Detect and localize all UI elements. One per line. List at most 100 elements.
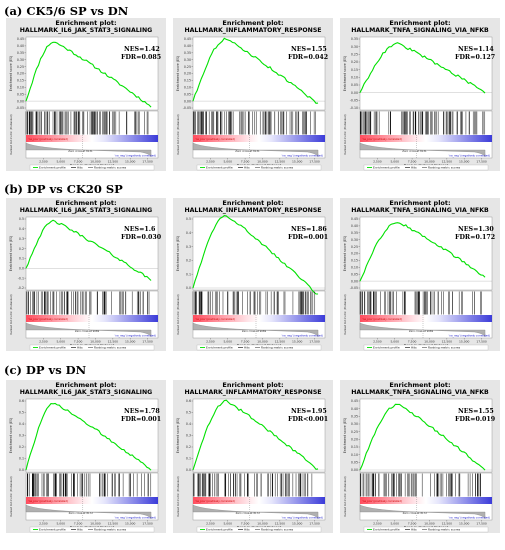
plot-gene-set-title: HALLMARK_TNFA_SIGNALING_VIA_NFKB xyxy=(351,389,489,396)
y-tick-label: 0.30 xyxy=(351,45,358,49)
ranked-metric-area xyxy=(359,142,486,158)
y-tick-label: -0.05 xyxy=(350,286,358,290)
enrichment-plot-svg: Enrichment plot:HALLMARK_TNFA_SIGNALING_… xyxy=(343,381,495,533)
x-tick-label: 15,000 xyxy=(459,340,470,344)
legend-metric-label: Ranking metric scores xyxy=(428,528,461,532)
enrichment-profile-line xyxy=(25,402,152,471)
y-tick-label: 0.25 xyxy=(17,65,24,69)
y-tick-label: 0.40 xyxy=(351,407,358,411)
section-title-b: (b) DP vs CK20 SP xyxy=(4,182,123,196)
zero-cross-label: Zero cross at 8131 xyxy=(235,149,260,153)
legend-hits-label: Hits xyxy=(244,166,250,170)
zero-cross-label: Zero cross at 8172 xyxy=(69,511,94,515)
y-tick-label: 0.30 xyxy=(184,58,191,62)
y-tick-label: -0.05 xyxy=(183,106,191,110)
positive-correlation-label: 'na_pos' (positively correlated) xyxy=(362,499,402,503)
y-tick-label: 0.25 xyxy=(351,430,358,434)
y-tick-label: 0.25 xyxy=(184,65,191,69)
nes-label: NES=1.42 xyxy=(124,46,160,53)
nes-label: NES=1.78 xyxy=(124,408,160,415)
legend-metric-label: Ranking metric scores xyxy=(428,346,461,350)
legend-profile-label: Enrichment profile xyxy=(373,346,400,350)
x-tick-label: 7,500 xyxy=(74,522,83,526)
nes-label: NES=1.6 xyxy=(124,226,156,233)
x-tick-label: 15,000 xyxy=(459,522,470,526)
x-tick-label: 12,500 xyxy=(275,340,286,344)
fdr-label: FDR=0.001 xyxy=(288,234,328,241)
plot-heading: Enrichment plot: xyxy=(389,199,450,207)
y-tick-label: 0.2 xyxy=(186,445,191,449)
fdr-label: FDR=0.019 xyxy=(455,416,495,423)
x-tick-label: 12,500 xyxy=(442,160,453,164)
rank-color-band xyxy=(360,315,492,322)
x-tick-label: 7,500 xyxy=(241,522,250,526)
ranked-metric-area xyxy=(192,142,319,158)
negative-correlation-label: 'na_neg' (negatively correlated) xyxy=(115,154,156,158)
legend-metric-label: Ranking metric scores xyxy=(94,528,127,532)
x-tick-label: 12,500 xyxy=(108,522,119,526)
x-tick-label: 10,000 xyxy=(424,522,435,526)
x-tick-label: 5,000 xyxy=(390,522,399,526)
legend-metric-label: Ranking metric scores xyxy=(94,346,127,350)
legend-hits-label: Hits xyxy=(411,346,417,350)
enrichment-plot-svg: Enrichment plot:HALLMARK_TNFA_SIGNALING_… xyxy=(343,199,495,351)
x-tick-label: 15,000 xyxy=(292,160,303,164)
x-tick-label: 10,000 xyxy=(257,160,268,164)
x-tick-label: 10,000 xyxy=(90,160,101,164)
enrichment-profile-line xyxy=(192,399,319,471)
x-tick-label: 12,500 xyxy=(442,522,453,526)
fdr-label: FDR=0.127 xyxy=(455,54,495,61)
es-plot-area xyxy=(192,36,326,111)
y-tick-label: 0.10 xyxy=(351,76,358,80)
enrichment-plot-panel: Enrichment plot: HALLMARK_IL6_JAK_STAT3_S… xyxy=(6,198,166,351)
y-tick-label: 0.10 xyxy=(351,453,358,457)
x-tick-label: 7,500 xyxy=(408,522,417,526)
x-tick-label: 7,500 xyxy=(241,160,250,164)
positive-correlation-label: 'na_pos' (positively correlated) xyxy=(195,499,235,503)
rank-color-band xyxy=(193,135,325,142)
x-tick-label: 17,500 xyxy=(309,160,320,164)
y-tick-label: 0.35 xyxy=(184,51,191,55)
x-tick-label: 17,500 xyxy=(142,340,153,344)
fdr-label: FDR=0.001 xyxy=(121,416,161,423)
y-tick-label: 0.15 xyxy=(351,259,358,263)
negative-correlation-label: 'na_neg' (negatively correlated) xyxy=(449,154,490,158)
x-tick-label: 2,500 xyxy=(206,160,215,164)
x-tick-label: 5,000 xyxy=(56,160,65,164)
y-tick-label: 0.05 xyxy=(351,272,358,276)
y-axis-label: Enrichment score (ES) xyxy=(9,236,13,271)
metric-axis-label: Ranked list metric (PreRanked) xyxy=(176,114,180,154)
enrichment-plot-panel: Enrichment plot: HALLMARK_INFLAMMATORY_RE… xyxy=(173,18,333,171)
plot-heading: Enrichment plot: xyxy=(55,199,116,207)
es-plot-area xyxy=(192,216,326,291)
negative-correlation-label: 'na_neg' (negatively correlated) xyxy=(449,516,490,520)
metric-axis-label: Ranked list metric (PreRanked) xyxy=(343,114,347,154)
enrichment-plot-panel: Enrichment plot: HALLMARK_TNFA_SIGNALING_… xyxy=(340,198,500,351)
y-tick-label: 0.15 xyxy=(351,68,358,72)
rank-color-band xyxy=(26,135,158,142)
y-tick-label: -0.05 xyxy=(16,106,24,110)
legend-profile-label: Enrichment profile xyxy=(373,166,400,170)
x-tick-label: 15,000 xyxy=(125,522,136,526)
metric-axis-label: Ranked list metric (PreRanked) xyxy=(176,294,180,334)
enrichment-plot-svg: Enrichment plot:HALLMARK_TNFA_SIGNALING_… xyxy=(343,19,495,171)
es-plot-area xyxy=(25,36,159,111)
y-tick-label: 0.45 xyxy=(184,37,191,41)
enrichment-plot-svg: Enrichment plot:HALLMARK_INFLAMMATORY_RE… xyxy=(176,199,328,351)
x-tick-label: 17,500 xyxy=(476,522,487,526)
x-tick-label: 5,000 xyxy=(390,160,399,164)
zero-cross-label: Zero cross at 8131 xyxy=(68,149,93,153)
plot-gene-set-title: HALLMARK_INFLAMMATORY_RESPONSE xyxy=(184,207,321,214)
fdr-label: FDR<0.001 xyxy=(288,416,328,423)
enrichment-profile-line xyxy=(25,41,152,108)
rank-color-band xyxy=(360,497,492,504)
es-plot-area xyxy=(25,216,159,291)
enrichment-profile-line xyxy=(192,37,319,104)
legend-profile-label: Enrichment profile xyxy=(39,166,66,170)
es-plot-area xyxy=(359,216,493,291)
plot-heading: Enrichment plot: xyxy=(389,381,450,389)
y-tick-label: 0.5 xyxy=(19,411,24,415)
enrichment-plot-svg: Enrichment plot:HALLMARK_IL6_JAK_STAT3_S… xyxy=(9,19,161,171)
y-tick-label: 0.2 xyxy=(19,247,24,251)
y-axis-label: Enrichment score (ES) xyxy=(343,236,347,271)
